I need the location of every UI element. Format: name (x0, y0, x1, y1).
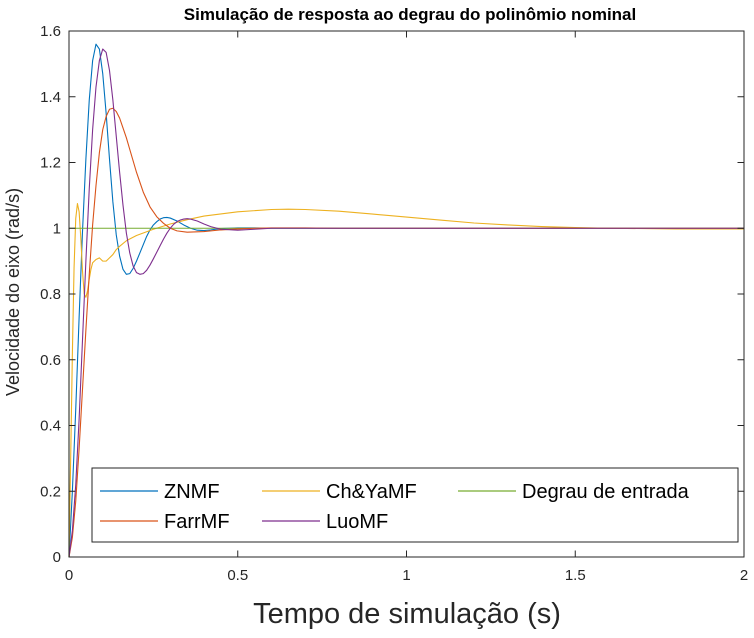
legend-label-farrmf: FarrMF (164, 511, 230, 533)
x-tick-label: 1 (402, 567, 410, 584)
y-tick-label: 1 (53, 220, 61, 237)
y-tick-label: 1.6 (40, 23, 61, 40)
x-tick-label: 0.5 (227, 567, 248, 584)
legend-label-degrau-de-entrada: Degrau de entrada (522, 481, 690, 503)
series-line-luomf (68, 48, 744, 558)
legend-label-luomf: LuoMF (326, 511, 388, 533)
y-tick-label: 0.4 (40, 418, 61, 435)
ticks-layer: 0 0.5 1 1.5 2 0 0.2 0.4 0.6 0.8 1 1.2 1.4 1.6 (40, 23, 748, 584)
legend: ZNMF Ch&YaMF Degrau de entrada FarrMF LuoMF (91, 467, 739, 543)
y-tick-label: 0 (53, 549, 61, 566)
legend-label-znmf: ZNMF (164, 481, 220, 503)
legend-box (91, 467, 739, 543)
y-axis-label: Velocidade do eixo (rad/s) (3, 188, 23, 396)
y-tick-label: 0.2 (40, 483, 61, 500)
y-tick-label: 1.4 (40, 89, 61, 106)
series-line-farrmf (68, 107, 744, 558)
chart-title: Simulação de resposta ao degrau do polin… (184, 5, 636, 24)
x-tick-label: 1.5 (565, 567, 586, 584)
y-tick-label: 0.6 (40, 352, 61, 369)
y-tick-label: 1.2 (40, 155, 61, 172)
legend-label-ch-yamf: Ch&YaMF (326, 481, 417, 503)
x-axis-label: Tempo de simulação (s) (253, 598, 561, 630)
x-tick-label: 0 (65, 567, 73, 584)
series-line-ch-yamf (68, 203, 744, 558)
x-tick-label: 2 (740, 567, 748, 584)
y-tick-label: 0.8 (40, 286, 61, 303)
